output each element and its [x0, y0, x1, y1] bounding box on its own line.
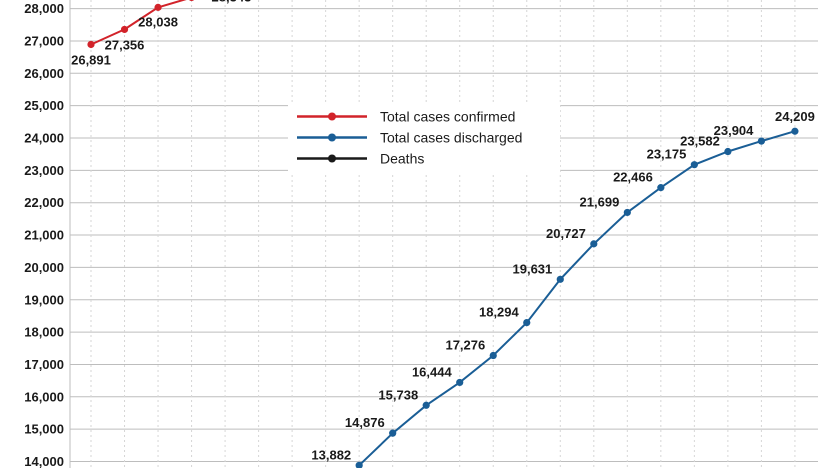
series-total-cases-discharged [355, 127, 799, 468]
data-label: 14,876 [345, 415, 385, 430]
series-line [358, 130, 796, 467]
legend-label: Deaths [380, 151, 424, 167]
data-label: 28,343 [212, 0, 252, 5]
data-point [87, 40, 95, 49]
y-tick-label: 16,000 [24, 389, 64, 404]
data-point [757, 137, 766, 145]
y-tick-label: 20,000 [24, 260, 64, 275]
legend-item: Total cases confirmed [297, 109, 515, 125]
data-point [188, 0, 195, 2]
data-point [623, 208, 631, 217]
data-label: 13,882 [311, 447, 351, 462]
y-tick-label: 27,000 [24, 33, 64, 48]
legend: Total cases confirmed Total cases dischar… [288, 104, 560, 172]
y-tick-label: 18,000 [24, 325, 64, 340]
y-tick-label: 17,000 [24, 357, 64, 372]
data-point [590, 240, 598, 248]
series-lines [87, 0, 799, 468]
legend-marker [328, 133, 336, 142]
data-point [791, 127, 799, 135]
data-label: 21,699 [580, 194, 620, 209]
data-point [456, 378, 464, 387]
data-label: 28,038 [138, 14, 178, 29]
data-point [389, 429, 397, 437]
data-label: 24,209 [775, 109, 815, 124]
data-label: 23,175 [647, 147, 687, 162]
data-label: 18,294 [479, 305, 520, 320]
gridlines [69, 0, 818, 468]
y-tick-label: 25,000 [24, 98, 64, 113]
data-label: 23,904 [714, 123, 755, 138]
legend-marker [328, 112, 336, 121]
y-tick-label: 23,000 [24, 163, 64, 178]
y-tick-label: 22,000 [24, 195, 64, 210]
data-point [422, 401, 430, 409]
data-label: 15,738 [378, 387, 418, 402]
data-point [724, 147, 732, 156]
series-line [90, 0, 187, 46]
data-point [690, 161, 698, 169]
y-tick-label: 28,000 [24, 1, 64, 16]
legend-item: Total cases discharged [297, 130, 522, 146]
data-point [355, 461, 363, 468]
legend-label: Total cases confirmed [380, 109, 515, 125]
y-tick-label: 24,000 [24, 131, 64, 146]
series-total-cases-confirmed [87, 0, 195, 49]
data-label: 17,276 [445, 338, 485, 353]
y-tick-label: 19,000 [24, 292, 64, 307]
data-point [489, 351, 497, 360]
data-point [120, 25, 129, 34]
legend-marker [328, 154, 336, 163]
y-axis-tick-labels: 14,000 15,000 16,000 17,000 18,000 19,000 20,0… [24, 1, 64, 468]
data-point [523, 318, 531, 327]
data-label: 26,891 [71, 52, 111, 67]
y-tick-label: 21,000 [24, 228, 64, 243]
data-label: 19,631 [513, 261, 553, 276]
data-label: 23,582 [680, 134, 720, 149]
legend-label: Total cases discharged [380, 130, 522, 146]
data-label: 16,444 [412, 364, 453, 379]
data-label: 20,727 [546, 226, 586, 241]
y-tick-label: 26,000 [24, 66, 64, 81]
data-point [657, 184, 665, 192]
data-label: 27,356 [105, 37, 145, 52]
legend-item: Deaths [297, 151, 424, 167]
data-point [556, 275, 564, 283]
y-tick-label: 15,000 [24, 422, 64, 437]
data-label: 22,466 [613, 170, 653, 185]
y-tick-label: 14,000 [24, 454, 64, 468]
data-point [154, 3, 162, 11]
